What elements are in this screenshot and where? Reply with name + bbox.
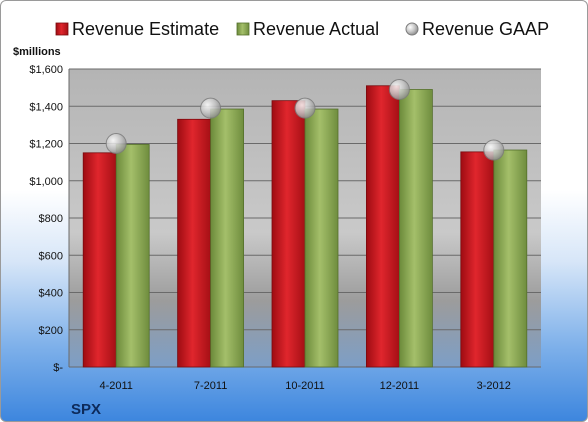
bar-revenue-estimate (177, 118, 212, 368)
bar-revenue-estimate (460, 151, 495, 368)
x-tick-label: 4-2011 (99, 380, 132, 392)
bar-revenue-actual (210, 108, 245, 368)
y-tick-label: $- (53, 362, 63, 374)
bar-revenue-estimate (271, 100, 306, 368)
legend-swatch (405, 22, 419, 36)
legend-label: Revenue Actual (253, 19, 379, 39)
y-tick-label: $400 (39, 288, 63, 300)
marker-revenue-gaap (388, 78, 410, 100)
y-tick-label: $800 (39, 213, 63, 225)
markers-layer (105, 78, 505, 161)
x-tick-label: 3-2012 (477, 380, 511, 392)
bar-revenue-actual (304, 108, 339, 368)
legend: Revenue Estimate Revenue Actual Revenue GA… (55, 19, 549, 39)
y-tick-label: $600 (39, 250, 63, 262)
marker-revenue-gaap (294, 97, 316, 119)
y-tick-label: $1,400 (29, 101, 63, 113)
bar-revenue-actual (115, 144, 150, 368)
legend-swatch (55, 22, 69, 36)
legend-swatch (236, 22, 250, 36)
ticker-label: SPX (71, 401, 101, 418)
y-tick-label: $1,200 (29, 139, 63, 151)
bar-revenue-estimate (82, 152, 117, 368)
y-tick-label: $1,600 (29, 64, 63, 76)
x-tick-label: 12-2011 (380, 380, 420, 392)
x-tick-label: 10-2011 (285, 380, 325, 392)
marker-revenue-gaap (105, 133, 127, 154)
legend-label: Revenue Estimate (72, 19, 219, 39)
bar-revenue-actual (493, 149, 528, 368)
tick-labels: $- $200 $400 $600 $800 $1,000 $1,200 $1,400 $1,6… (29, 64, 511, 392)
bar-revenue-estimate (365, 85, 400, 368)
bars-layer (82, 85, 528, 368)
bar-revenue-actual (398, 89, 433, 368)
y-tick-label: $1,000 (29, 176, 63, 188)
y-tick-label: $200 (39, 325, 63, 337)
marker-revenue-gaap (200, 97, 222, 119)
marker-revenue-gaap (483, 139, 505, 161)
legend-label: Revenue GAAP (422, 19, 549, 39)
x-tick-label: 7-2011 (194, 380, 227, 392)
y-axis-label: $millions (13, 46, 61, 58)
